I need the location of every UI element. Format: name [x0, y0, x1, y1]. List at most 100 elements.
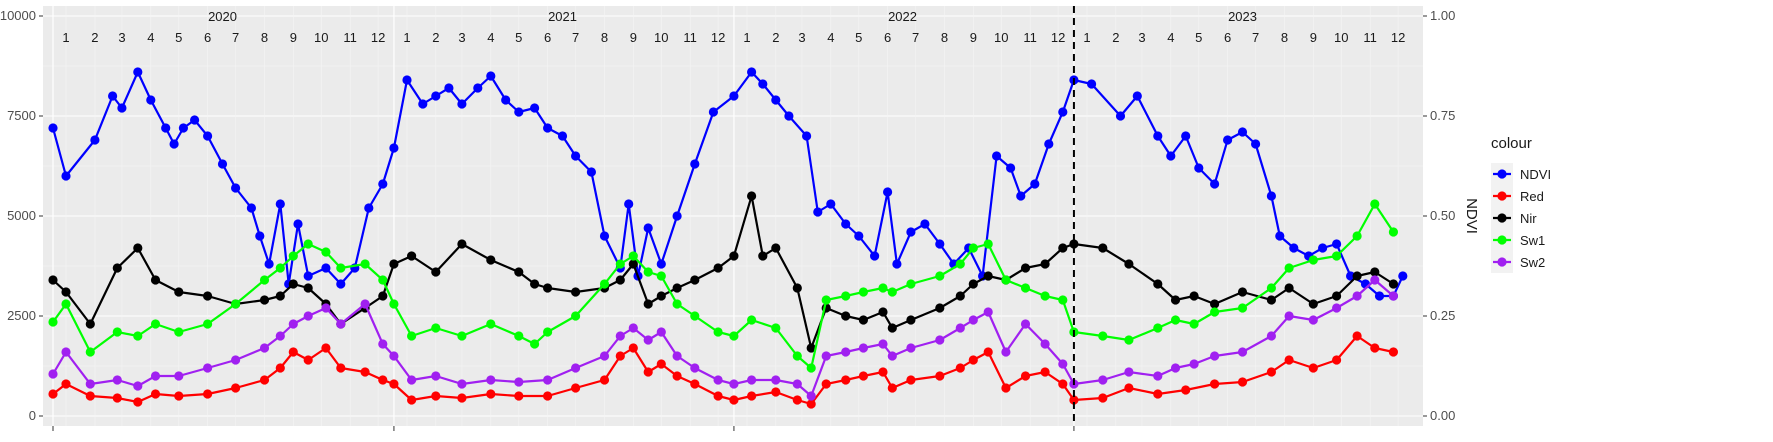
data-point-sw2 [407, 375, 417, 385]
data-point-ndvi [1044, 139, 1054, 149]
data-point-red [133, 397, 143, 407]
data-point-red [85, 391, 95, 401]
data-point-ndvi [514, 107, 524, 117]
data-point-sw2 [841, 347, 851, 357]
month-label: 3 [118, 30, 125, 45]
data-point-sw1 [530, 339, 540, 349]
data-point-nir [955, 291, 965, 301]
data-point-red [983, 347, 993, 357]
data-point-sw2 [747, 375, 757, 385]
data-point-sw2 [1170, 363, 1181, 373]
data-point-red [112, 393, 122, 403]
data-point-nir [85, 319, 95, 329]
data-point-ndvi [672, 211, 682, 221]
data-point-nir [1352, 271, 1362, 281]
data-point-ndvi [1223, 135, 1233, 145]
data-point-sw2 [672, 351, 682, 361]
data-point-nir [1189, 291, 1199, 301]
data-point-nir [841, 311, 851, 321]
data-point-sw1 [61, 299, 71, 309]
data-point-nir [543, 283, 553, 293]
data-point-ndvi [501, 95, 511, 105]
data-point-sw1 [203, 319, 213, 329]
data-point-sw2 [203, 363, 213, 373]
data-point-red [878, 367, 888, 377]
data-point-nir [656, 291, 666, 301]
month-label: 4 [827, 30, 834, 45]
data-point-ndvi [1006, 163, 1016, 173]
data-point-sw2 [61, 347, 71, 357]
data-point-ndvi [557, 131, 568, 141]
data-point-ndvi [1346, 271, 1356, 281]
data-point-nir [1069, 239, 1079, 249]
data-point-sw2 [85, 379, 95, 389]
month-label: 12 [371, 30, 385, 45]
data-point-red [360, 367, 370, 377]
data-point-sw1 [378, 275, 388, 285]
data-point-sw1 [1170, 315, 1181, 325]
data-point-sw2 [514, 377, 524, 387]
data-point-red [656, 359, 666, 369]
data-point-ndvi [708, 107, 719, 117]
data-point-sw2 [360, 299, 370, 309]
data-point-nir [61, 287, 71, 297]
y2-axis-tick-label: 0.75 [1430, 108, 1455, 123]
data-point-sw1 [1352, 231, 1362, 241]
year-label: 2023 [1228, 9, 1257, 24]
data-point-sw1 [275, 263, 285, 273]
data-point-ndvi [1030, 179, 1040, 189]
data-point-sw2 [771, 375, 781, 385]
data-point-sw1 [486, 319, 496, 329]
data-point-nir [935, 303, 945, 313]
data-point-red [61, 379, 71, 389]
data-point-sw1 [1388, 227, 1398, 237]
data-point-nir [288, 279, 298, 289]
month-label: 6 [884, 30, 891, 45]
data-point-ndvi [61, 171, 71, 181]
data-point-ndvi [813, 207, 823, 217]
data-point-sw2 [571, 363, 581, 373]
data-point-ndvi [1318, 243, 1328, 253]
data-point-sw2 [821, 351, 831, 361]
data-point-nir [275, 291, 285, 301]
month-label: 9 [630, 30, 637, 45]
data-point-nir [48, 275, 58, 285]
data-point-red [231, 383, 241, 393]
data-point-nir [1237, 287, 1248, 297]
data-point-nir [486, 255, 496, 265]
data-point-sw1 [713, 327, 723, 337]
data-point-sw1 [1001, 275, 1011, 285]
data-point-ndvi [1181, 131, 1191, 141]
data-point-sw2 [955, 323, 965, 333]
month-label: 11 [1023, 30, 1037, 45]
data-point-nir [303, 283, 313, 293]
data-point-sw2 [174, 371, 184, 381]
data-point-nir [628, 259, 638, 269]
month-label: 1 [62, 30, 69, 45]
month-label: 1 [403, 30, 410, 45]
data-point-nir [150, 275, 161, 285]
data-point-sw2 [690, 363, 700, 373]
data-point-sw2 [729, 379, 739, 389]
data-point-nir [1170, 295, 1181, 305]
data-point-red [628, 343, 638, 353]
data-point-sw2 [1332, 303, 1342, 313]
data-point-nir [672, 283, 682, 293]
data-point-ndvi [1115, 111, 1126, 121]
data-point-sw2 [656, 327, 666, 337]
data-point-ndvi [275, 199, 285, 209]
y2-axis-tick-label: 1.00 [1430, 8, 1455, 23]
data-point-ndvi [133, 67, 143, 77]
data-point-sw1 [1124, 335, 1134, 345]
data-point-ndvi [293, 219, 303, 229]
data-point-red [1352, 331, 1362, 341]
data-point-nir [1124, 259, 1134, 269]
y2-axis-tick-label: 0.25 [1430, 308, 1455, 323]
data-point-sw2 [486, 375, 496, 385]
data-point-red [1284, 355, 1294, 365]
data-point-nir [1210, 299, 1220, 309]
data-point-ndvi [992, 151, 1002, 161]
data-point-red [431, 391, 441, 401]
data-point-sw1 [1040, 291, 1050, 301]
data-point-ndvi [431, 91, 441, 101]
